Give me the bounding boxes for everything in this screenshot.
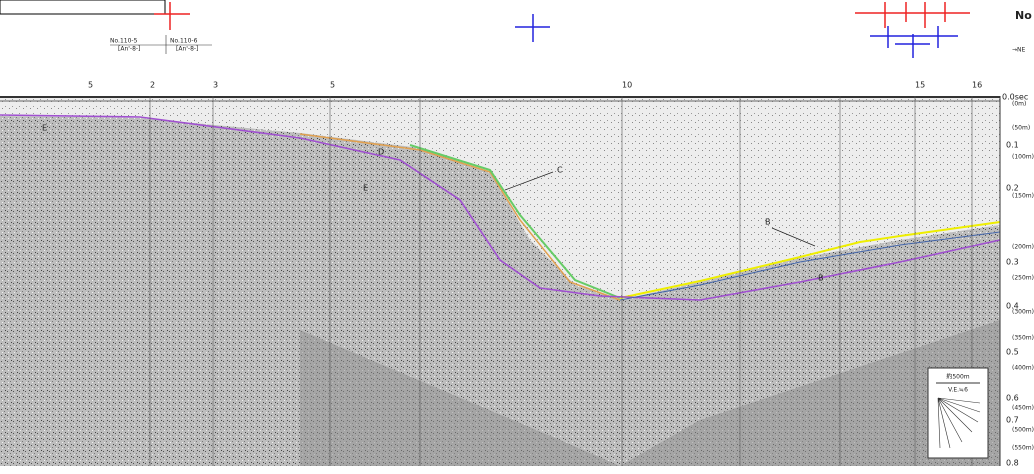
time-label: 0.7 [1006,416,1019,425]
section-name: No.110-6 [170,38,198,45]
legend-exaggeration: V.E.≒6 [948,387,968,394]
station-number: 10 [622,81,632,90]
section-code: [An'-8-] [118,46,140,53]
direction: →NE [1012,47,1026,54]
horizon-label: B [818,274,824,283]
depth-label: (50m) [1012,125,1030,132]
section-name: No.110-5 [110,38,138,45]
horizon-label: C [557,166,563,175]
depth-label: (150m) [1012,193,1034,200]
depth-label: (400m) [1012,365,1034,372]
scale-legend: 約500m V.E.≒6 [927,367,989,459]
title: No [1015,9,1032,22]
station-number: 3 [213,81,218,90]
time-label: 0.0sec [1002,93,1028,102]
section-key: No.110-5 [An'-8-] No.110-6 [An'-8-] [0,0,212,54]
depth-label: (350m) [1012,335,1034,342]
depth-label: (0m) [1012,101,1026,108]
depth-scale: (0m) (50m) (100m) (150m) (200m) (250m) (… [1012,101,1034,452]
station-number: 15 [915,81,925,90]
depth-label: (200m) [1012,244,1034,251]
time-label: 0.6 [1006,394,1019,403]
section-code: [An'-8-] [176,46,198,53]
horizon-label: B [765,218,771,227]
time-label: 0.3 [1006,258,1019,267]
station-number: 5 [88,81,93,90]
time-label: 0.8 [1006,459,1019,468]
time-label: 0.1 [1006,141,1019,150]
station-number: 2 [150,81,155,90]
horizon-label: E [363,184,368,193]
legend-distance: 約500m [946,373,969,381]
depth-label: (250m) [1012,275,1034,282]
time-label: 0.4 [1006,302,1019,311]
depth-label: (300m) [1012,309,1034,316]
station-number: 16 [972,81,982,90]
depth-label: (550m) [1012,445,1034,452]
depth-label: (100m) [1012,154,1034,161]
station-numbers: 5 2 3 5 10 15 16 [88,81,982,90]
markers [154,2,970,58]
depth-label: (500m) [1012,427,1034,434]
station-number: 5 [330,81,335,90]
time-scale: 0.0sec 0.1 0.2 0.3 0.4 0.5 0.6 0.7 0.8 [1002,93,1028,468]
time-label: 0.2 [1006,184,1019,193]
depth-label: (450m) [1012,405,1034,412]
profile-image [0,96,1001,466]
horizon-labels: E D E C B B [42,124,824,283]
time-label: 0.5 [1006,348,1019,357]
horizon-label: E [42,124,47,133]
horizon-label: D [378,148,384,157]
